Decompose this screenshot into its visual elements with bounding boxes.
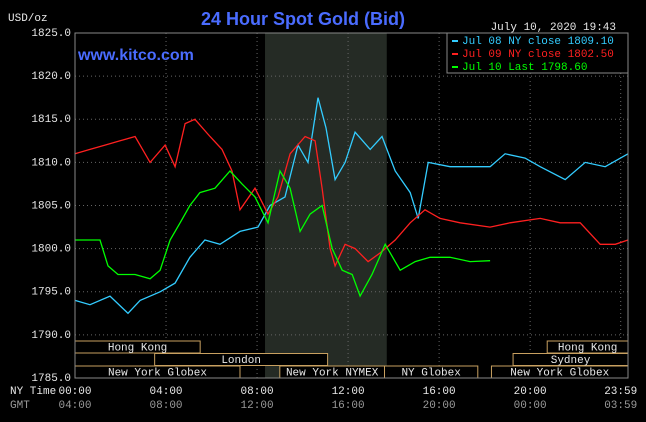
x-tick-label: 04:00	[150, 386, 183, 398]
y-tick-label: 1805.0	[31, 200, 71, 212]
y-tick-label: 1815.0	[31, 114, 71, 126]
session-label: Sydney	[551, 355, 591, 367]
session-label: New York Globex	[108, 367, 207, 379]
x-tick-label-gmt: 16:00	[332, 400, 365, 412]
session-label: Hong Kong	[558, 342, 617, 354]
x-tick-label-gmt: 20:00	[423, 400, 456, 412]
plot-frame	[74, 32, 629, 379]
series-line	[74, 97, 629, 315]
x-row-label: GMT	[10, 400, 30, 412]
session-label: New York NYMEX	[286, 367, 379, 379]
website: www.kitco.com	[77, 47, 194, 64]
legend-label: Jul 08 NY close 1809.10	[462, 36, 614, 48]
y-tick-label: 1790.0	[31, 330, 71, 342]
y-tick-label: 1825.0	[31, 28, 71, 40]
legend-box	[446, 32, 629, 74]
series-line	[75, 169, 491, 298]
x-tick-label: 23:59	[604, 386, 637, 398]
session-label: New York Globex	[510, 367, 609, 379]
x-row-label: NY Time	[10, 386, 56, 398]
x-tick-label: 08:00	[241, 386, 274, 398]
y-tick-label: 1800.0	[31, 244, 71, 256]
y-tick-label: 1795.0	[31, 287, 71, 299]
x-tick-label-gmt: 08:00	[150, 400, 183, 412]
x-tick-label-gmt: 03:59	[604, 400, 637, 412]
x-tick-label-gmt: 12:00	[241, 400, 274, 412]
session-label: London	[221, 355, 261, 367]
chart-title: 24 Hour Spot Gold (Bid)	[201, 9, 405, 29]
x-tick-label-gmt: 00:00	[514, 400, 547, 412]
legend-label: Jul 10 Last 1798.60	[462, 62, 587, 74]
highlight-band	[265, 33, 387, 378]
y-tick-label: 1820.0	[31, 71, 71, 83]
x-tick-label: 12:00	[332, 386, 365, 398]
y-tick-label: 1785.0	[31, 373, 71, 385]
timestamp: July 10, 2020 19:43	[491, 22, 616, 34]
unit-label: USD/oz	[8, 13, 48, 25]
x-tick-label: 00:00	[58, 386, 91, 398]
y-tick-label: 1810.0	[31, 157, 71, 169]
x-tick-label-gmt: 04:00	[58, 400, 91, 412]
session-label: NY Globex	[401, 367, 461, 379]
x-tick-label: 20:00	[514, 386, 547, 398]
x-tick-label: 16:00	[423, 386, 456, 398]
session-box	[154, 353, 329, 366]
legend-label: Jul 09 NY close 1802.50	[462, 49, 614, 61]
series-line	[74, 118, 629, 268]
session-label: Hong Kong	[108, 342, 167, 354]
